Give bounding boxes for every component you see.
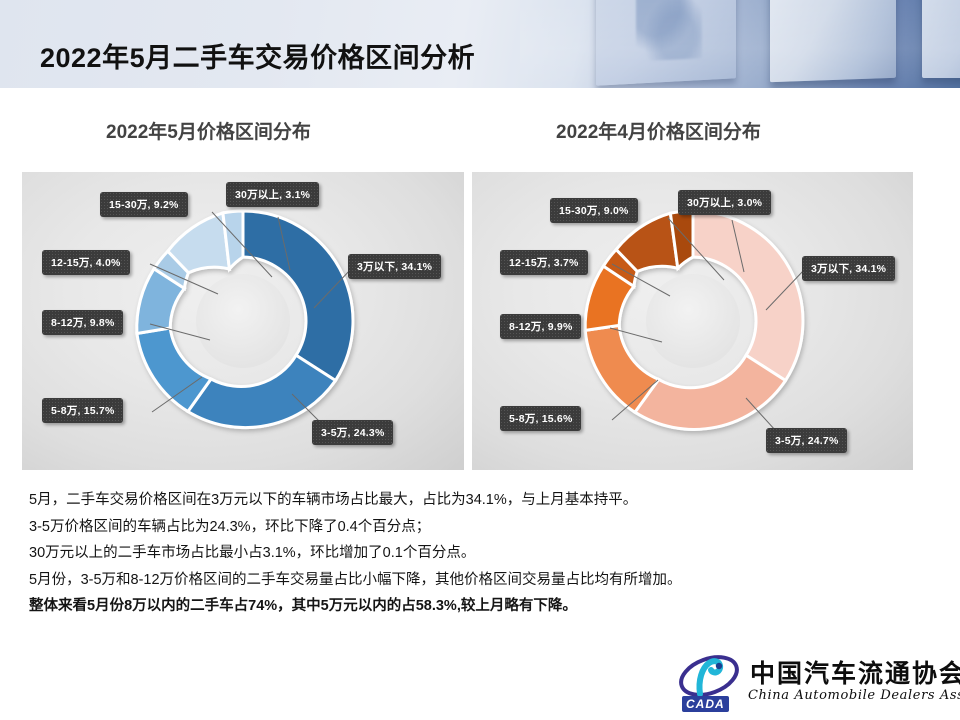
callout-april-below3: 3万以下, 34.1% <box>802 256 896 281</box>
callout-april-15-30: 15-30万, 9.0% <box>550 198 638 223</box>
cada-chinese-name: 中国汽车流通协会 <box>750 659 960 688</box>
slice-may-1 <box>185 353 338 430</box>
analysis-text-block: 5月，二手车交易价格区间在3万元以下的车辆市场占比最大，占比为34.1%，与上月… <box>29 487 939 620</box>
callout-april-3-5: 3-5万, 24.7% <box>766 428 848 453</box>
donut-svg-april <box>583 209 804 431</box>
chart-subtitle-april: 2022年4月价格区间分布 <box>556 122 761 143</box>
cada-logo: CADA 中国汽车流通协会 China Automobile Dealers A… <box>678 652 960 714</box>
callout-april-30plus: 30万以上, 3.0% <box>678 190 772 215</box>
callout-april-12-15: 12-15万, 3.7% <box>500 250 588 275</box>
callout-april-5-8: 5-8万, 15.6% <box>500 406 582 431</box>
analysis-line-2: 3-5万价格区间的车辆占比为24.3%，环比下降了0.4个百分点； <box>29 518 431 535</box>
cada-abbr-text: CADA <box>682 696 729 712</box>
analysis-line-1: 5月，二手车交易价格区间在3万元以下的车辆市场占比最大，占比为34.1%，与上月… <box>29 492 638 508</box>
decorative-cube-right <box>922 0 960 78</box>
callout-may-12-15: 12-15万, 4.0% <box>42 250 130 275</box>
callout-may-5-8: 5-8万, 15.7% <box>42 398 124 423</box>
cada-english-name: China Automobile Dealers Association <box>748 688 960 703</box>
callout-may-8-12: 8-12万, 9.8% <box>42 310 124 335</box>
donut-chart-may <box>119 197 367 445</box>
donut-hole-may <box>196 274 290 368</box>
analysis-line-4: 5月份，3-5万和8-12万价格区间的二手车交易量占比小幅下降，其他价格区间交易… <box>29 571 682 588</box>
chart-panel-april: 15-30万, 9.0% 30万以上, 3.0% 12-15万, 3.7% 8-… <box>472 172 913 470</box>
callout-april-8-12: 8-12万, 9.9% <box>500 314 582 339</box>
header-band <box>0 0 960 88</box>
callout-may-below3: 3万以下, 34.1% <box>348 254 442 279</box>
chart-panel-may: 15-30万, 9.2% 30万以上, 3.1% 12-15万, 4.0% 8-… <box>22 172 464 470</box>
header-glow-overlay <box>520 0 960 88</box>
page-title: 2022年5月二手车交易价格区间分析 <box>40 43 476 73</box>
analysis-line-3: 30万元以上的二手车市场占比最小占3.1%，环比增加了0.1个百分点。 <box>29 545 476 561</box>
callout-may-15-30: 15-30万, 9.2% <box>100 192 188 217</box>
cada-emblem-icon <box>679 655 739 697</box>
donut-hole-april <box>645 274 740 368</box>
chart-subtitle-may: 2022年5月价格区间分布 <box>106 122 311 143</box>
callout-may-30plus: 30万以上, 3.1% <box>226 182 320 207</box>
slice-april-1 <box>632 353 788 431</box>
analysis-line-5-summary: 整体来看5月份8万以内的二手车占74%，其中5万元以内的占58.3%,较上月略有… <box>29 598 577 614</box>
callout-may-3-5: 3-5万, 24.3% <box>312 420 394 445</box>
donut-svg-may <box>135 209 355 430</box>
donut-chart-april <box>569 197 817 445</box>
